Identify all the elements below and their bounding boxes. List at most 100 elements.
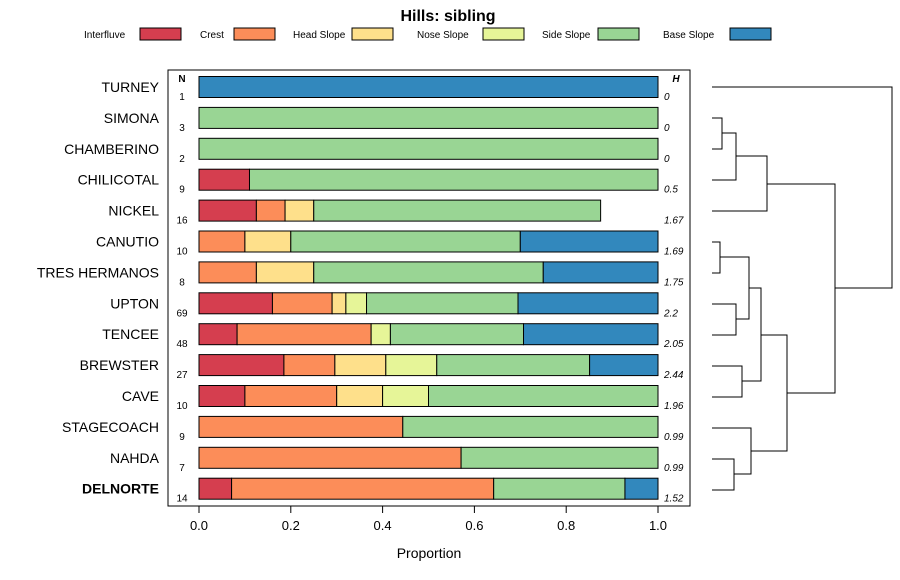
row-label-1: SIMONA: [104, 110, 160, 126]
bar-segment-9-3: [385, 354, 438, 377]
x-tick-label-4: 0.8: [557, 518, 575, 533]
bar-segment-7-3: [345, 292, 368, 315]
row-h-12: 0.99: [664, 463, 684, 474]
dendrogram-branch-11: [767, 183, 836, 394]
row-n-6: 8: [179, 277, 185, 288]
row-n-13: 14: [176, 494, 188, 505]
row-label-2: CHAMBERINO: [64, 141, 159, 157]
bar-segment-13-5: [624, 477, 659, 500]
bar-segment-10-2: [336, 385, 384, 407]
legend-swatch-0: [139, 27, 182, 41]
bar-segment-10-0: [198, 385, 246, 407]
bar-segment-7-2: [331, 292, 347, 315]
bar-segment-6-1: [198, 261, 257, 284]
n-column-header: N: [178, 74, 185, 85]
row-n-5: 10: [176, 247, 188, 258]
dendrogram-branch-3: [712, 241, 721, 274]
h-column-header: H: [672, 74, 680, 85]
x-tick-label-1: 0.2: [282, 518, 300, 533]
row-n-11: 9: [179, 432, 185, 443]
row-h-1: 0: [664, 123, 670, 134]
bar-segment-5-5: [519, 230, 659, 253]
row-h-13: 1.52: [664, 494, 684, 505]
bar-segment-4-2: [284, 199, 315, 222]
bar-segment-13-0: [198, 477, 233, 500]
x-tick-label-2: 0.4: [374, 518, 392, 533]
bar-segment-12-1: [198, 446, 462, 469]
bar-segment-4-4: [313, 199, 602, 222]
bar-segment-7-1: [271, 292, 333, 315]
row-label-10: CAVE: [122, 388, 159, 404]
dendrogram-branch-5: [720, 256, 750, 320]
row-h-3: 0.5: [664, 185, 678, 196]
bar-segment-8-3: [370, 323, 391, 346]
bar-segment-13-1: [231, 477, 495, 500]
bar-segment-4-1: [255, 199, 286, 222]
bar-segment-8-0: [198, 323, 238, 346]
dendrogram-branch-4: [712, 303, 737, 336]
bar-segment-0-5: [198, 76, 659, 98]
row-n-2: 2: [179, 154, 185, 165]
legend-label-4: Side Slope: [542, 30, 591, 41]
row-h-2: 0: [664, 154, 670, 165]
bar-segment-9-1: [283, 354, 336, 377]
row-h-7: 2.2: [663, 308, 678, 319]
dendrogram-branch-6: [712, 365, 743, 398]
dendrogram-branch-9: [712, 427, 752, 475]
row-n-0: 1: [179, 92, 185, 103]
row-label-13: DELNORTE: [82, 481, 159, 497]
legend-label-3: Nose Slope: [417, 30, 469, 41]
chart-title: Hills: sibling: [400, 8, 495, 25]
bar-segment-3-4: [248, 168, 659, 191]
bar-segment-10-4: [428, 385, 659, 407]
bar-segment-12-4: [460, 446, 659, 469]
dendrogram-branch-1: [712, 132, 737, 181]
x-tick-label-0: 0.0: [190, 518, 208, 533]
legend-label-1: Crest: [200, 30, 224, 41]
bar-segment-1-4: [198, 106, 659, 129]
bar-segment-13-4: [493, 477, 626, 500]
legend-swatch-4: [597, 27, 640, 41]
row-n-4: 16: [176, 216, 188, 227]
bar-segment-10-3: [382, 385, 430, 407]
bar-segment-5-1: [198, 230, 246, 253]
row-h-4: 1.67: [664, 216, 684, 227]
bar-segment-9-2: [334, 354, 387, 377]
bar-segment-3-0: [198, 168, 250, 191]
row-n-3: 9: [179, 185, 185, 196]
x-axis: 0.0 0.2 0.4 0.6 0.8 1.0: [190, 506, 667, 533]
dendrogram-branch-7: [742, 287, 762, 382]
row-n-1: 3: [179, 123, 185, 134]
row-label-12: NAHDA: [110, 450, 160, 466]
row-h-8: 2.05: [663, 339, 684, 350]
bar-segment-6-5: [542, 261, 659, 284]
plot-frame: [167, 69, 691, 507]
dendrogram-branch-8: [712, 458, 735, 491]
bar-segment-7-5: [517, 292, 659, 315]
bar-segment-9-5: [589, 354, 659, 377]
row-label-3: CHILICOTAL: [78, 172, 160, 188]
row-h-11: 0.99: [664, 432, 684, 443]
row-n-8: 48: [176, 339, 188, 350]
row-label-4: NICKEL: [108, 203, 159, 219]
legend-swatch-3: [482, 27, 525, 41]
row-label-8: TENCEE: [102, 326, 159, 342]
x-axis-label: Proportion: [397, 545, 462, 561]
row-n-12: 7: [179, 463, 185, 474]
dendrogram: [712, 86, 893, 491]
bar-segment-10-1: [244, 385, 338, 407]
legend-swatch-1: [233, 27, 276, 41]
legend-label-2: Head Slope: [293, 30, 346, 41]
bar-segment-8-4: [389, 323, 525, 346]
legend-swatch-5: [729, 27, 772, 41]
row-n-10: 10: [176, 401, 188, 412]
row-h-10: 1.96: [664, 401, 684, 412]
x-tick-label-5: 1.0: [649, 518, 667, 533]
dendrogram-branch-12: [712, 86, 893, 289]
dendrogram-branch-10: [751, 334, 788, 452]
row-h-5: 1.69: [664, 247, 684, 258]
legend-swatch-2: [351, 27, 394, 41]
bar-segment-5-4: [290, 230, 521, 253]
